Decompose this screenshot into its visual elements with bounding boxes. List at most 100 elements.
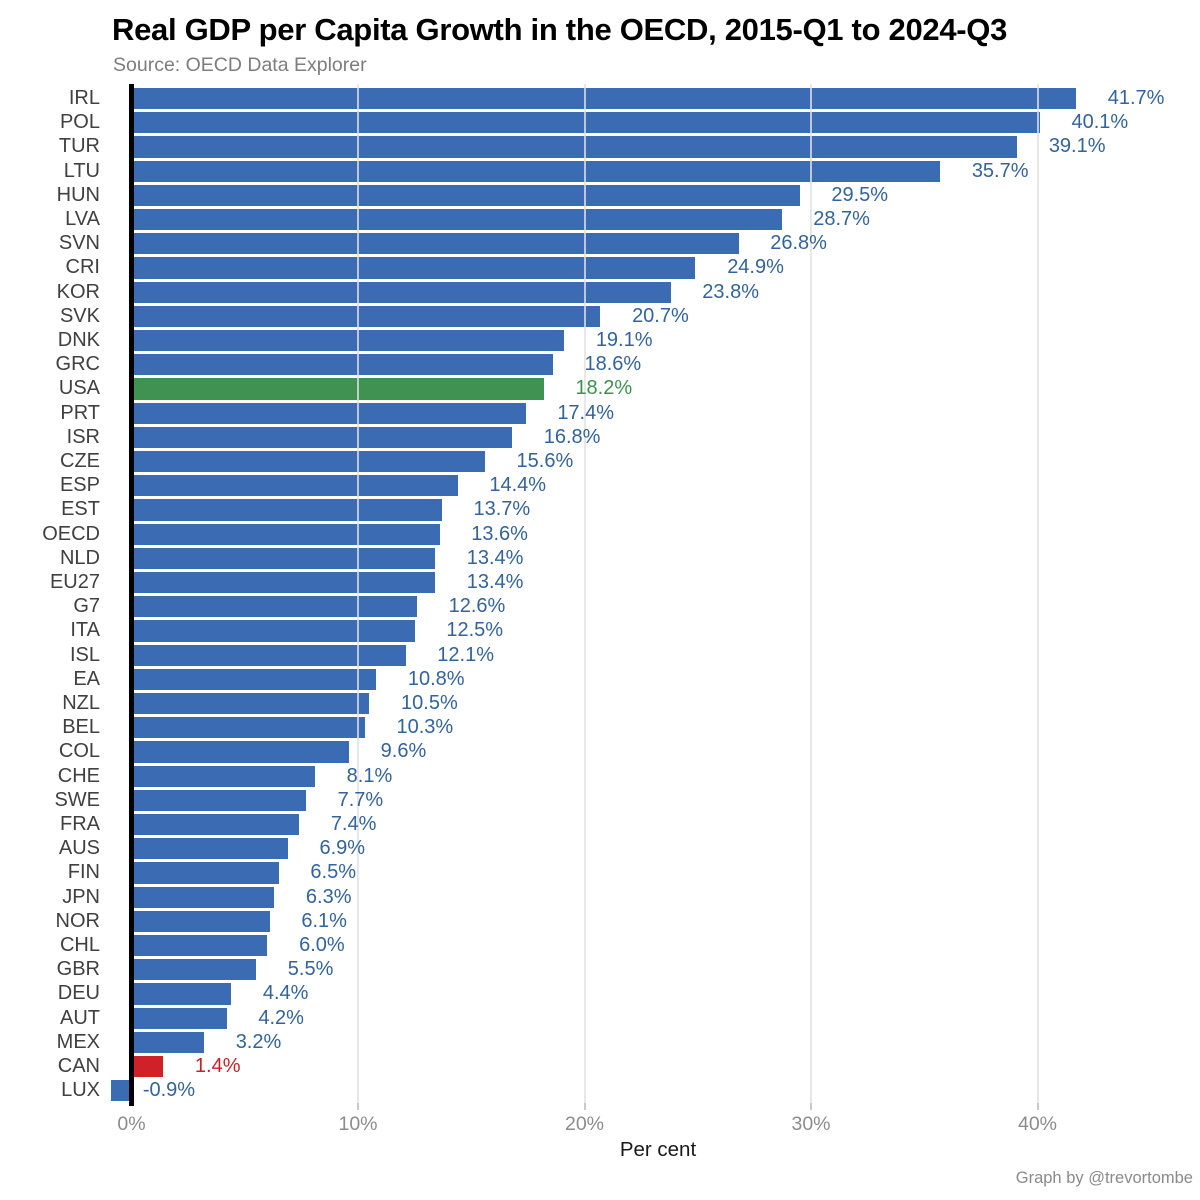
value-label-col: 9.6% [380, 740, 427, 763]
chart-source: Source: OECD Data Explorer [113, 54, 367, 76]
value-label-eu27: 13.4% [466, 571, 524, 593]
category-label-isl: ISL [69, 643, 100, 666]
category-label-hun: HUN [56, 183, 100, 206]
category-label-eu27: EU27 [49, 571, 100, 593]
bar-ltu [131, 160, 941, 182]
bar-kor [131, 281, 671, 303]
bar-esp [131, 475, 458, 497]
category-label-tur: TUR [58, 135, 100, 158]
bar-can [131, 1056, 164, 1078]
axis-tick-10 [357, 1103, 359, 1110]
bar-est [131, 499, 442, 521]
bar-ita [131, 620, 415, 642]
value-label-gbr: 5.5% [287, 958, 334, 981]
value-label-grc: 18.6% [584, 353, 642, 376]
value-label-deu: 4.4% [262, 982, 309, 1005]
axis-tick-label-10: 10% [338, 1113, 378, 1135]
gridline-40 [1036, 84, 1039, 1103]
axis-tick-label-20: 20% [564, 1113, 605, 1135]
value-label-cze: 15.6% [516, 450, 574, 472]
bar-chl [131, 935, 268, 957]
category-label-fin: FIN [67, 861, 100, 884]
category-label-aus: AUS [58, 837, 100, 860]
category-label-cze: CZE [60, 450, 100, 472]
category-label-nld: NLD [59, 546, 100, 569]
value-label-isr: 16.8% [543, 425, 601, 448]
axis-tick-40 [1036, 1103, 1039, 1110]
category-label-cri: CRI [65, 256, 100, 279]
category-label-bel: BEL [62, 716, 100, 739]
bar-cri [131, 257, 696, 279]
bar-cze [131, 451, 485, 473]
bar-fra [131, 814, 300, 836]
value-label-jpn: 6.3% [305, 885, 352, 908]
bar-nzl [131, 693, 370, 715]
gridline-30 [810, 84, 812, 1103]
value-label-nzl: 10.5% [401, 692, 458, 714]
value-label-hun: 29.5% [831, 183, 889, 206]
value-label-lva: 28.7% [813, 208, 870, 230]
bar-deu [131, 983, 232, 1005]
value-label-lux: -0.9% [142, 1079, 196, 1102]
bar-dnk [131, 330, 565, 352]
bar-oecd [131, 523, 440, 545]
value-label-fin: 6.5% [310, 861, 357, 884]
value-label-fra: 7.4% [330, 813, 377, 835]
category-label-che: CHE [57, 764, 100, 787]
value-label-dnk: 19.1% [595, 329, 653, 351]
chart-title: Real GDP per Capita Growth in the OECD, … [112, 12, 1008, 47]
bar-lva [131, 209, 782, 231]
category-label-lva: LVA [65, 208, 100, 230]
value-label-bel: 10.3% [396, 716, 454, 739]
category-label-pol: POL [59, 111, 100, 134]
category-label-aut: AUT [60, 1006, 100, 1029]
value-label-swe: 7.7% [337, 788, 384, 811]
bar-che [131, 765, 315, 787]
value-label-isl: 12.1% [437, 643, 494, 666]
value-label-est: 13.7% [473, 498, 531, 521]
value-label-ea: 10.8% [407, 667, 465, 690]
category-label-gbr: GBR [56, 958, 100, 981]
gridline-20 [583, 84, 586, 1103]
gridline-10 [357, 84, 359, 1103]
bar-fin [131, 862, 279, 884]
category-label-irl: IRL [68, 87, 100, 109]
bar-ea [131, 668, 377, 691]
value-label-nor: 6.1% [301, 909, 347, 932]
category-label-nor: NOR [55, 909, 100, 932]
category-label-ita: ITA [70, 619, 100, 642]
bar-col [131, 741, 349, 763]
bar-irl [131, 88, 1076, 110]
bar-jpn [131, 886, 275, 908]
category-label-can: CAN [57, 1055, 100, 1077]
value-label-esp: 14.4% [489, 474, 547, 497]
value-label-aus: 6.9% [319, 837, 366, 860]
category-label-swe: SWE [54, 788, 100, 811]
value-label-svn: 26.8% [770, 232, 827, 255]
category-label-svk: SVK [59, 304, 100, 327]
category-label-chl: CHL [59, 934, 100, 956]
bar-lux [111, 1080, 132, 1102]
bar-tur [131, 136, 1018, 158]
value-label-can: 1.4% [194, 1055, 241, 1077]
value-label-cri: 24.9% [727, 256, 784, 279]
bar-svk [131, 305, 601, 328]
bar-aus [131, 838, 288, 860]
credit-text: Graph by @trevortombe [1015, 1169, 1193, 1187]
value-label-mex: 3.2% [235, 1030, 282, 1053]
bar-prt [131, 402, 526, 424]
bar-eu27 [131, 572, 435, 594]
bar-hun [131, 184, 800, 207]
category-label-deu: DEU [57, 982, 100, 1005]
value-label-chl: 6.0% [299, 934, 345, 956]
value-label-tur: 39.1% [1048, 135, 1106, 158]
category-label-esp: ESP [59, 474, 100, 497]
category-label-kor: KOR [56, 280, 100, 303]
category-label-grc: GRC [55, 353, 100, 376]
category-label-dnk: DNK [57, 329, 100, 351]
category-label-oecd: OECD [42, 522, 100, 545]
axis-tick-label-30: 30% [791, 1113, 831, 1135]
category-label-nzl: NZL [62, 692, 100, 714]
bar-svn [131, 233, 739, 255]
